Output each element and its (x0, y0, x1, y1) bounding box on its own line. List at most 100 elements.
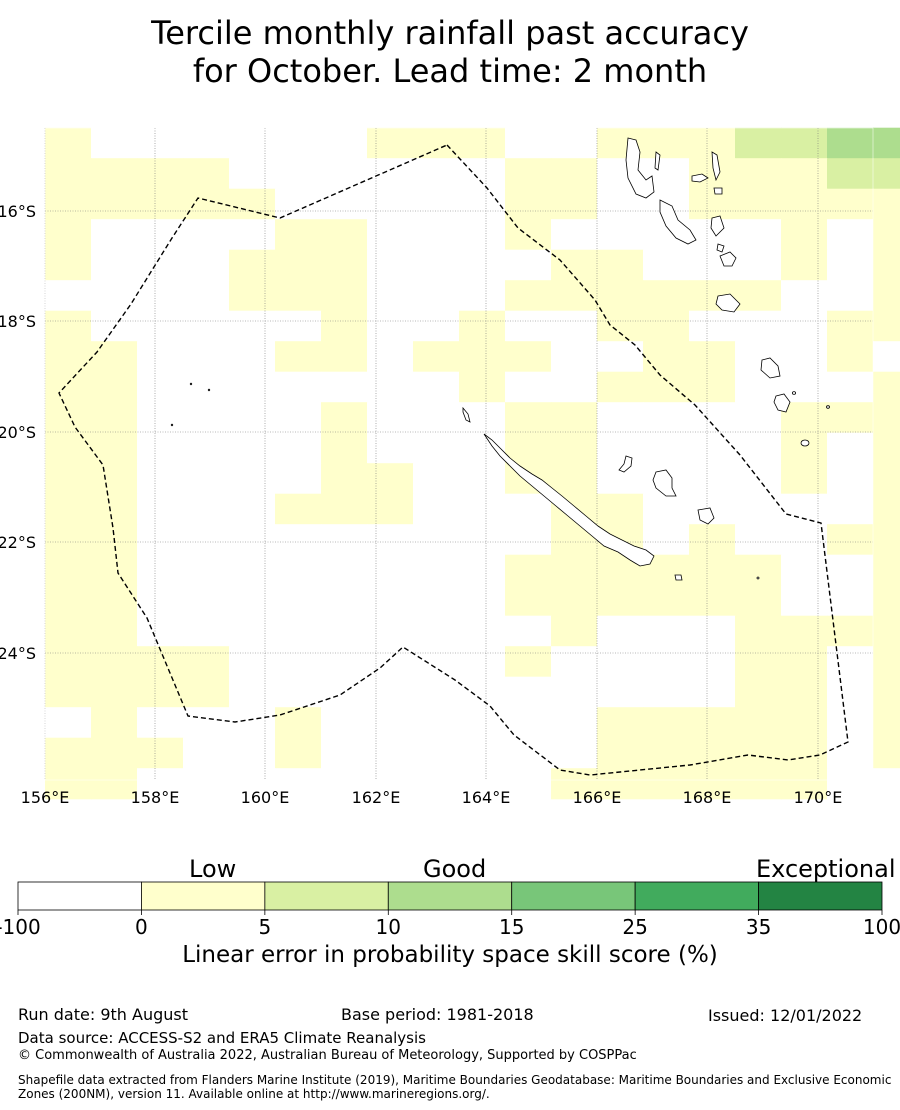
belep-islet (462, 406, 471, 423)
grid-cell (735, 219, 782, 251)
grid-cell (229, 493, 276, 525)
grid-cell (183, 585, 230, 617)
grid-cell (597, 707, 644, 739)
grid-cell (229, 554, 276, 586)
grid-cell (413, 707, 460, 739)
title-line-1: Tercile monthly rainfall past accuracy (151, 14, 749, 52)
colorbar-tick-label: 5 (258, 915, 271, 939)
grid-cell (551, 219, 598, 251)
chesterfield-islet-2 (207, 388, 211, 392)
grid-cell (781, 707, 828, 739)
longitude-tick-label: 170°E (794, 788, 843, 807)
grid-cell (183, 615, 230, 647)
grid-cell (91, 615, 138, 647)
grid-cell (367, 127, 414, 159)
grid-cell (45, 585, 92, 617)
grid-cell (735, 554, 782, 586)
grid-cell (781, 768, 828, 800)
erromango (715, 293, 741, 313)
grid-cell (45, 280, 92, 312)
grid-cell (505, 585, 552, 617)
grid-cell (413, 127, 460, 159)
grid-cell (45, 188, 92, 220)
grid-cell (229, 432, 276, 464)
grid-cell (827, 524, 874, 556)
grid-cell (367, 554, 414, 586)
grid-cell (551, 310, 598, 342)
grid-cell (367, 676, 414, 708)
grid-cell (827, 280, 874, 312)
grid-cell (781, 585, 828, 617)
grid-cell (781, 432, 828, 464)
grid-cell (183, 524, 230, 556)
grid-cell (551, 249, 598, 281)
grid-cell (597, 493, 644, 525)
grid-cell (413, 615, 460, 647)
grid-cell (873, 341, 900, 373)
colorbar-tick-label: 25 (622, 915, 647, 939)
grid-cell (367, 615, 414, 647)
grid-cell (873, 402, 900, 434)
grid-cell (505, 158, 552, 190)
colorbar-category-good: Good (423, 855, 487, 883)
chesterfield-islet-1 (189, 382, 193, 386)
grid-cell (551, 768, 598, 800)
grid-cell (597, 219, 644, 251)
grid-cell (781, 341, 828, 373)
grid-cell (873, 127, 900, 159)
grid-cell (735, 158, 782, 190)
grid-cell (643, 737, 690, 769)
grid-cell (183, 676, 230, 708)
grid-cell (413, 310, 460, 342)
grid-cell (275, 249, 322, 281)
grid-cell (459, 158, 506, 190)
grid-cell (505, 737, 552, 769)
grid-cell (873, 310, 900, 342)
mare-island (697, 507, 715, 525)
grid-cell (827, 768, 874, 800)
grid-cell (597, 463, 644, 495)
grid-cell (873, 249, 900, 281)
grid-cell (551, 371, 598, 403)
grid-cell (781, 463, 828, 495)
grid-cell (597, 585, 644, 617)
grid-cell (321, 768, 368, 800)
grid-cell (275, 188, 322, 220)
grid-cell (689, 188, 736, 220)
grid-cell (45, 676, 92, 708)
grid-cell (45, 158, 92, 190)
grid-cell (735, 188, 782, 220)
colorbar-tick-label: 0 (135, 915, 148, 939)
grid-cell (597, 249, 644, 281)
malakula (659, 199, 697, 245)
grid-cell (137, 585, 184, 617)
grid-cell (367, 402, 414, 434)
grid-cell (45, 707, 92, 739)
issued-date: Issued: 12/01/2022 (708, 1006, 863, 1025)
grid-cell (321, 158, 368, 190)
grid-cell (275, 158, 322, 190)
grid-cell (275, 310, 322, 342)
grid-cell (551, 646, 598, 678)
grid-cell (551, 432, 598, 464)
grid-cell (597, 280, 644, 312)
grid-cell (643, 402, 690, 434)
grid-cell (551, 585, 598, 617)
grid-cell (229, 646, 276, 678)
grid-cell (689, 158, 736, 190)
colorbar-segment (634, 881, 759, 911)
grid-cell (597, 646, 644, 678)
grid-cell (689, 646, 736, 678)
grid-cell (229, 371, 276, 403)
eez-boundary (58, 144, 849, 776)
grid-cell (413, 768, 460, 800)
grid-cell (827, 371, 874, 403)
grid-cell (781, 127, 828, 159)
grid-cell (643, 676, 690, 708)
grid-cell (137, 463, 184, 495)
grid-cell (45, 371, 92, 403)
grid-cell (735, 737, 782, 769)
grid-cell (413, 524, 460, 556)
grid-cell (183, 188, 230, 220)
